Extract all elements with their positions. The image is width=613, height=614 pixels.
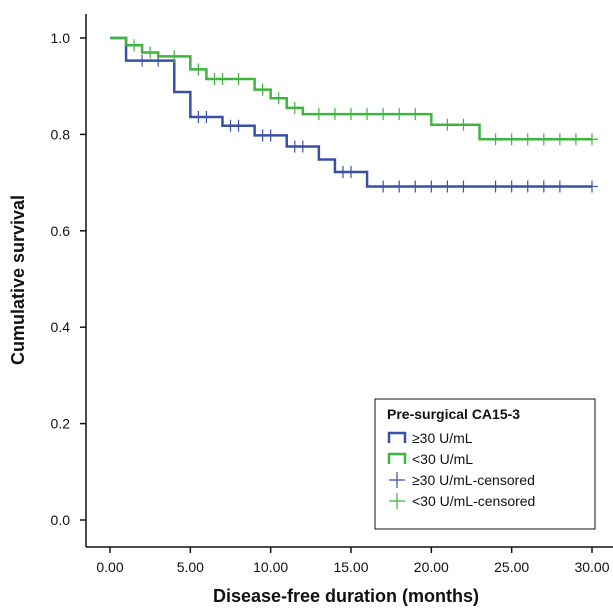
- x-tick-label: 30.00: [574, 559, 609, 575]
- axes: [85, 14, 613, 548]
- censor-mark: [537, 180, 550, 193]
- legend-swatch-censor: [389, 472, 405, 488]
- legend: Pre-surgical CA15-3 ≥30 U/mL<30 U/mL≥30 …: [374, 398, 596, 530]
- censor-mark: [377, 180, 390, 193]
- y-tick-label: 0.6: [51, 223, 71, 239]
- censor-mark: [328, 108, 341, 121]
- censor-mark: [216, 72, 229, 85]
- x-tick-label: 25.00: [494, 559, 529, 575]
- censor-mark: [168, 50, 181, 63]
- y-axis-title: Cumulative survival: [8, 195, 28, 365]
- legend-swatch-step: [387, 431, 407, 443]
- legend-box: [374, 398, 596, 530]
- censor-mark: [393, 108, 406, 121]
- legend-title: Pre-surgical CA15-3: [387, 406, 520, 422]
- censor-mark: [409, 180, 422, 193]
- censor-mark: [489, 180, 502, 193]
- censor-mark: [441, 180, 454, 193]
- censor-mark: [345, 108, 357, 121]
- series-line-1: [110, 36, 592, 188]
- censor-mark: [232, 72, 245, 85]
- censor-mark: [425, 180, 438, 193]
- censor-mark: [457, 118, 470, 131]
- censor-mark: [200, 111, 213, 124]
- censor-mark: [232, 119, 245, 132]
- censor-mark: [505, 133, 518, 146]
- legend-swatch-censor: [389, 493, 405, 509]
- censor-mark: [521, 133, 534, 146]
- y-tick-label: 0.2: [51, 416, 71, 432]
- censor-mark: [586, 180, 598, 193]
- censor-mark: [441, 118, 454, 131]
- y-tick-label: 0.8: [51, 126, 71, 142]
- y-tick-label: 0.0: [51, 512, 71, 528]
- legend-entries: ≥30 U/mL <30 U/mL ≥30 U/mL-censored <30 U/m…: [387, 430, 535, 509]
- censor-mark: [361, 108, 374, 121]
- censor-mark: [377, 108, 390, 121]
- censor-mark: [409, 108, 422, 121]
- legend-label: <30 U/mL-censored: [412, 493, 535, 509]
- censor-mark: [136, 54, 149, 67]
- censor-mark: [393, 180, 406, 193]
- legend-label: ≥30 U/mL: [412, 430, 473, 446]
- censor-mark: [272, 92, 285, 105]
- series-layer: [110, 36, 598, 193]
- series-line-2: [110, 36, 592, 141]
- x-ticks: 0.00 5.00 10.00 15.00 20.00 25.00 30.00: [96, 547, 610, 575]
- x-tick-label: 0.00: [96, 559, 123, 575]
- censor-mark: [586, 133, 598, 146]
- censor-mark: [256, 83, 269, 96]
- legend-label: ≥30 U/mL-censored: [412, 472, 535, 488]
- x-tick-label: 15.00: [333, 559, 368, 575]
- x-axis-title: Disease-free duration (months): [213, 586, 479, 606]
- censor-mark: [569, 133, 582, 146]
- censor-mark: [312, 108, 325, 121]
- censor-mark: [264, 129, 277, 142]
- censor-mark: [345, 165, 357, 178]
- censor-mark: [192, 63, 205, 76]
- censor-mark: [144, 46, 157, 59]
- y-tick-label: 1.0: [51, 30, 71, 46]
- censor-mark: [505, 180, 518, 193]
- censor-mark: [521, 180, 534, 193]
- x-tick-label: 20.00: [414, 559, 449, 575]
- y-tick-label: 0.4: [51, 319, 71, 335]
- censor-mark: [489, 133, 502, 146]
- x-tick-label: 5.00: [177, 559, 204, 575]
- legend-swatch-step: [387, 452, 407, 464]
- y-ticks: 0.0 0.2 0.4 0.6 0.8 1.0: [51, 30, 86, 528]
- x-tick-label: 10.00: [253, 559, 288, 575]
- censor-mark: [296, 140, 309, 153]
- censor-mark: [553, 180, 566, 193]
- censor-mark: [537, 133, 550, 146]
- censor-mark: [457, 180, 470, 193]
- legend-label: <30 U/mL: [412, 451, 473, 467]
- censor-mark: [128, 39, 141, 52]
- censor-mark: [288, 101, 301, 114]
- censor-mark: [553, 133, 566, 146]
